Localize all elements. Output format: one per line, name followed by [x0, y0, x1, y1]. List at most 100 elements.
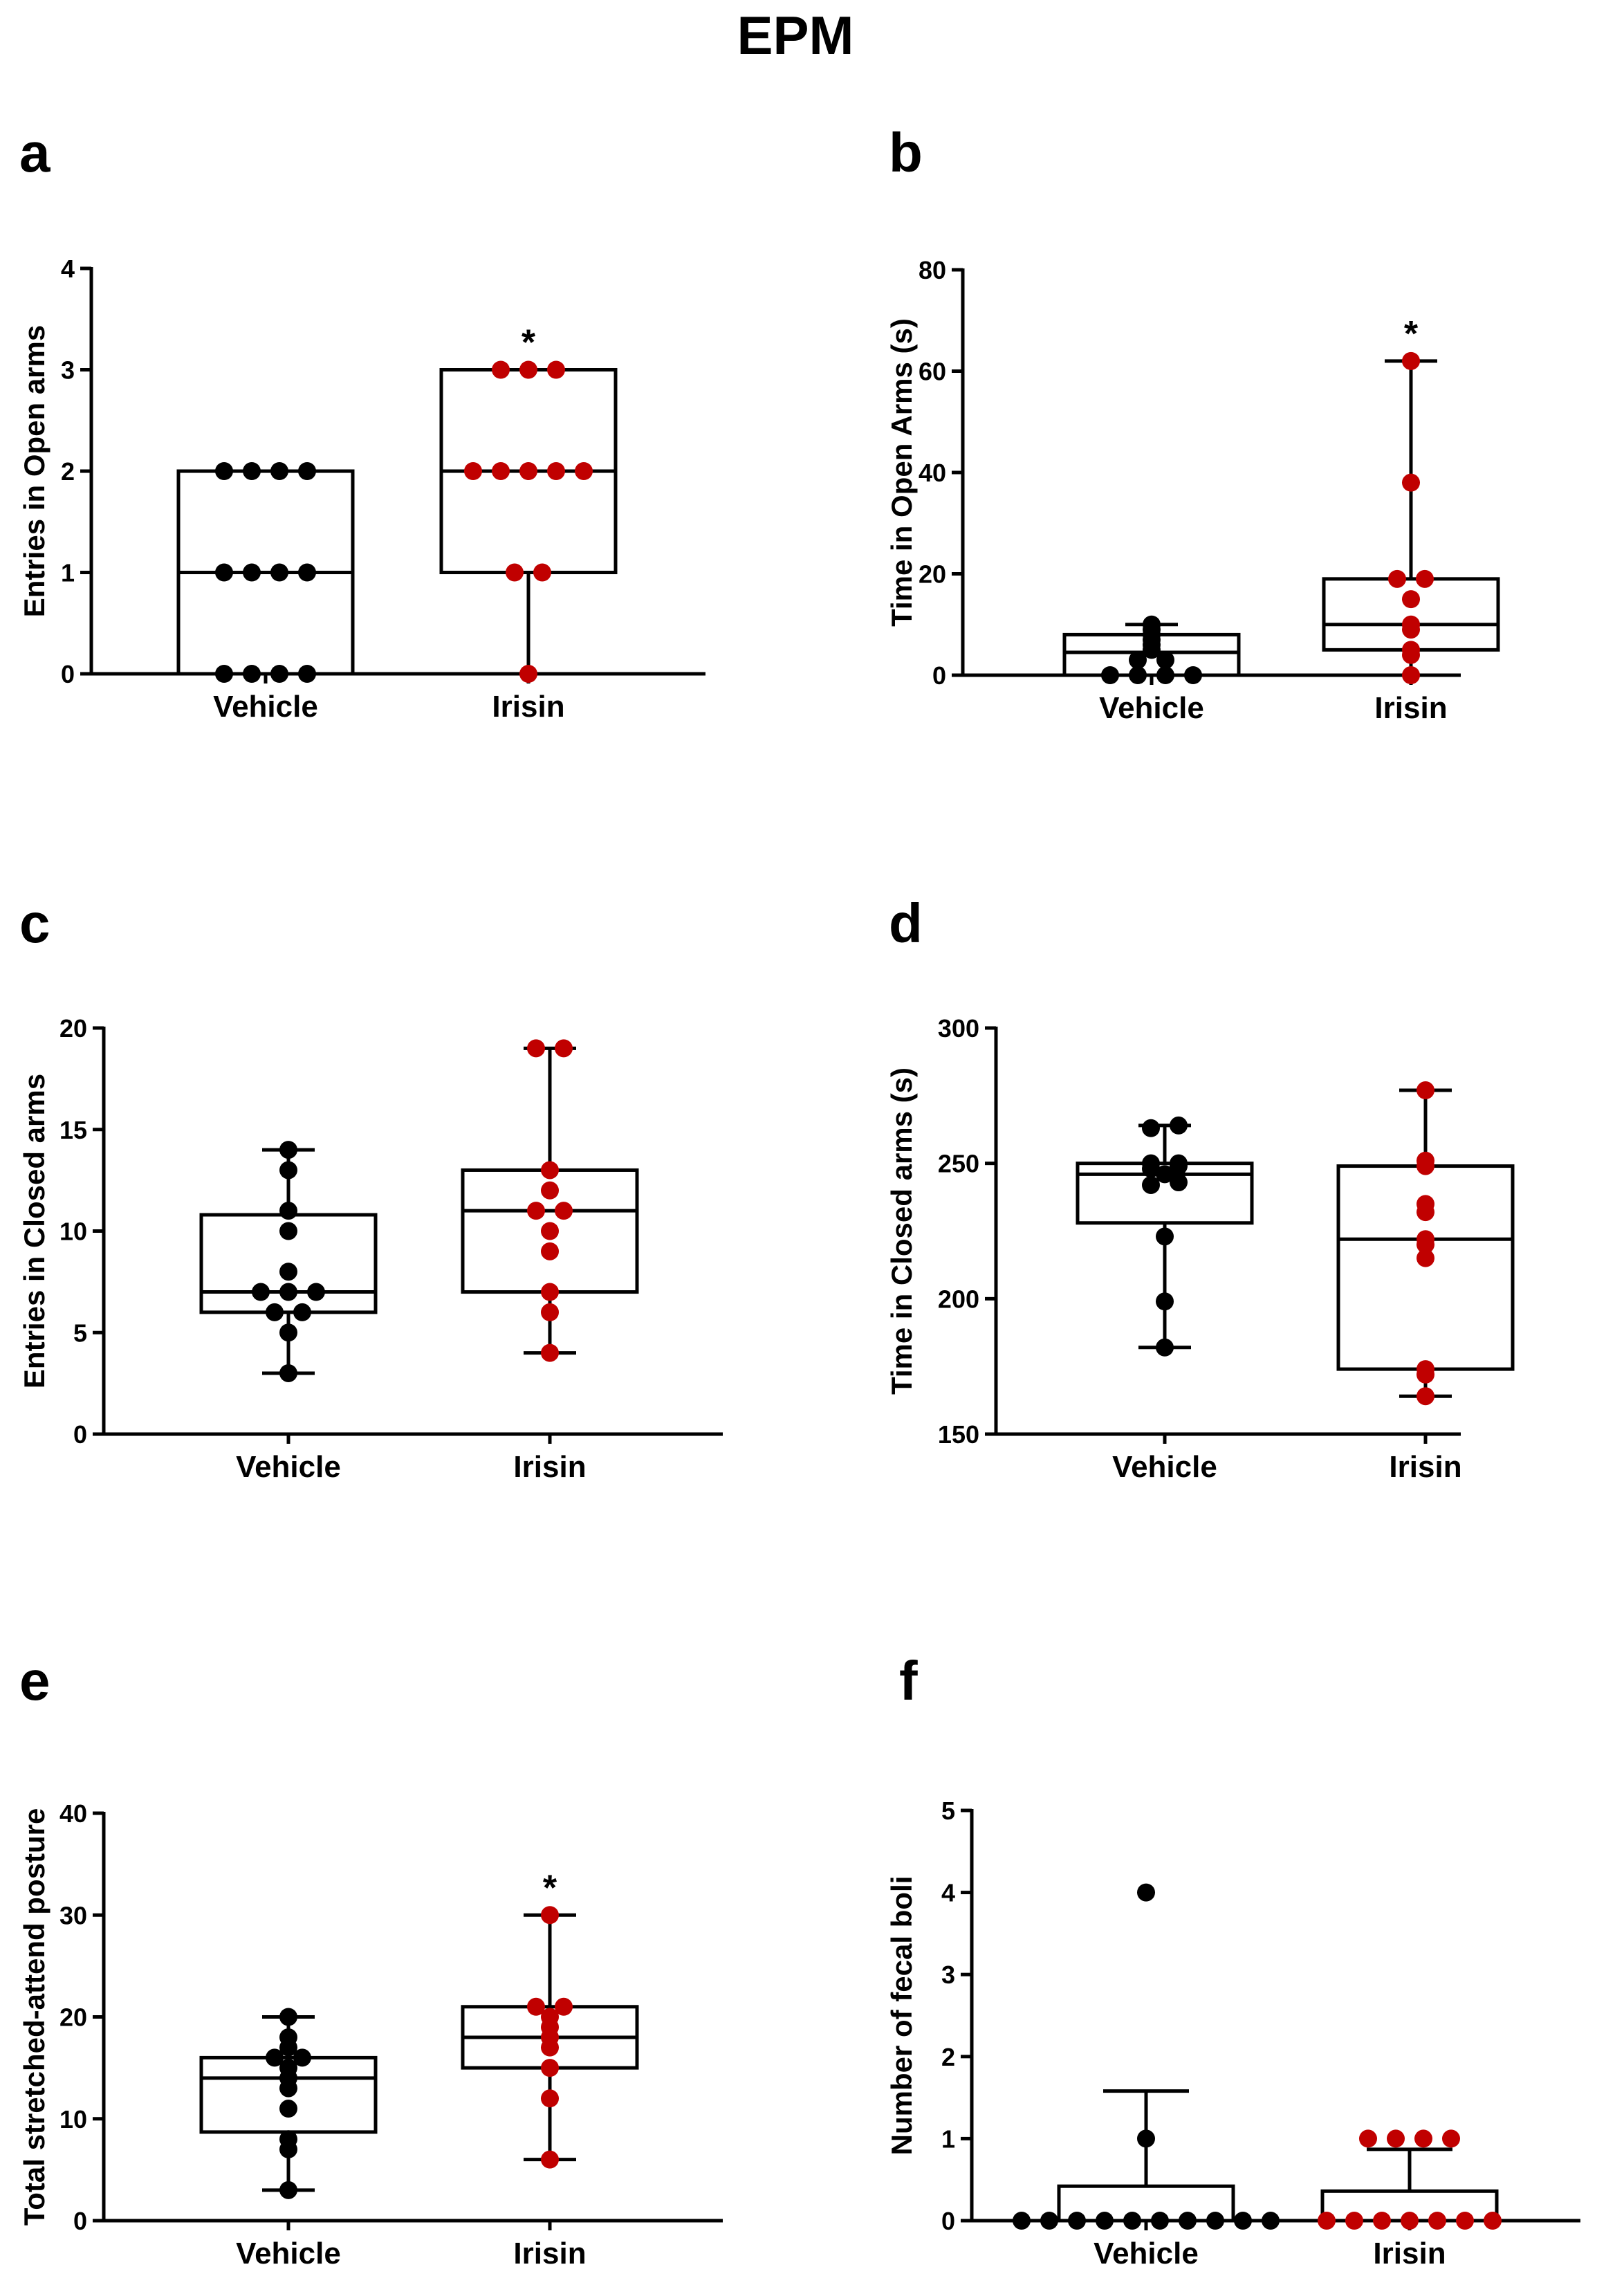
- y-tick-label: 10: [59, 2105, 87, 2133]
- data-point: [1401, 2212, 1419, 2230]
- data-point: [527, 1039, 545, 1058]
- data-point: [1170, 1154, 1188, 1173]
- data-point: [1402, 590, 1420, 609]
- data-point: [527, 1997, 545, 2016]
- series-vehicle: [176, 462, 355, 683]
- data-point: [266, 1303, 284, 1321]
- data-point: [1359, 2129, 1377, 2148]
- y-axis-title: Time in Closed arms (s): [885, 1067, 918, 1395]
- data-point: [547, 462, 565, 480]
- data-point: [519, 360, 537, 379]
- data-point: [1417, 1360, 1434, 1379]
- data-point: [1417, 1249, 1434, 1267]
- category-label-vehicle: Vehicle: [1099, 691, 1204, 725]
- data-point: [1101, 666, 1119, 684]
- category-label-irisin: Irisin: [492, 690, 564, 724]
- data-point: [1417, 1195, 1434, 1213]
- data-point: [492, 462, 510, 480]
- y-tick-label: 10: [59, 1218, 87, 1246]
- y-tick-label: 4: [61, 255, 75, 283]
- y-tick-label: 150: [938, 1420, 979, 1449]
- y-axis-title: Entries in Open arms: [18, 325, 50, 617]
- y-tick-label: 40: [919, 459, 946, 487]
- series-vehicle: [1076, 1116, 1254, 1357]
- data-point: [279, 1323, 297, 1342]
- y-tick-label: 15: [59, 1116, 87, 1144]
- y-tick-label: 3: [61, 356, 75, 385]
- y-tick-label: 300: [938, 1014, 979, 1043]
- panel-b: b 0 20 40 60 80 Time in Open Arms (s) Vehicle Ir…: [885, 122, 1500, 725]
- data-point: [279, 1141, 297, 1159]
- data-point: [1142, 1119, 1160, 1137]
- data-point: [270, 462, 288, 480]
- y-tick-label: 2: [941, 2043, 955, 2071]
- bar: [1057, 2184, 1235, 2223]
- series-vehicle: [1062, 615, 1241, 684]
- category-label-vehicle: Vehicle: [236, 2237, 341, 2270]
- data-point: [279, 2008, 297, 2026]
- data-point: [555, 1997, 573, 2016]
- data-point: [1456, 2212, 1474, 2230]
- data-point: [555, 1039, 573, 1058]
- significance-mark: *: [1404, 314, 1419, 354]
- data-point: [547, 360, 565, 379]
- data-point: [1428, 2212, 1446, 2230]
- y-tick-label: 0: [73, 1420, 87, 1449]
- data-point: [541, 2059, 559, 2077]
- category-label-vehicle: Vehicle: [1112, 1450, 1217, 1484]
- data-point: [541, 1181, 559, 1200]
- data-point: [541, 1242, 559, 1260]
- data-point: [1206, 2212, 1224, 2230]
- data-point: [279, 1161, 297, 1180]
- y-tick-label: 200: [938, 1285, 979, 1313]
- data-point: [464, 462, 482, 480]
- data-point: [215, 563, 233, 582]
- data-point: [243, 563, 261, 582]
- data-point: [541, 1222, 559, 1240]
- data-point: [519, 665, 537, 683]
- y-axis-title: Time in Open Arms (s): [885, 318, 918, 627]
- data-point: [279, 1222, 297, 1240]
- data-point: [541, 1283, 559, 1301]
- data-point: [266, 2048, 284, 2067]
- data-point: [1156, 651, 1174, 670]
- series-irisin: [1322, 351, 1500, 684]
- data-point: [541, 1343, 559, 1362]
- data-point: [1156, 1292, 1174, 1311]
- data-point: [1417, 1387, 1434, 1406]
- y-tick-label: 3: [941, 1961, 955, 1989]
- panel-c: c 0 5 10 15 20 Entries in Closed arms Vehicle Ir…: [18, 892, 723, 1484]
- data-point: [541, 2089, 559, 2108]
- data-point: [1096, 2212, 1114, 2230]
- data-point: [279, 2181, 297, 2199]
- data-point: [1262, 2212, 1280, 2230]
- data-point: [1184, 666, 1202, 684]
- data-point: [252, 1283, 270, 1301]
- data-point: [533, 563, 551, 582]
- data-point: [1417, 1081, 1434, 1100]
- data-point: [1402, 641, 1420, 659]
- data-point: [1388, 569, 1406, 588]
- y-axis-title: Entries in Closed arms: [18, 1074, 50, 1388]
- y-tick-label: 0: [932, 661, 946, 690]
- data-point: [541, 1161, 559, 1180]
- significance-mark: *: [522, 323, 536, 363]
- y-tick-label: 20: [919, 560, 946, 589]
- data-point: [1137, 2129, 1155, 2148]
- box: [1322, 577, 1500, 652]
- data-point: [1402, 666, 1420, 684]
- data-point: [1123, 2212, 1141, 2230]
- category-label-vehicle: Vehicle: [236, 1450, 341, 1484]
- data-point: [1129, 666, 1147, 684]
- data-point: [298, 665, 316, 683]
- panel-a: a 0 1 2 3 4 Entries in Open arms Vehicle Irisin *: [18, 122, 705, 724]
- data-point: [1234, 2212, 1252, 2230]
- data-point: [279, 2100, 297, 2118]
- data-point: [1068, 2212, 1086, 2230]
- figure-title: EPM: [737, 5, 853, 66]
- panel-letter: d: [889, 892, 923, 954]
- data-point: [519, 462, 537, 480]
- category-label-irisin: Irisin: [1389, 1450, 1461, 1484]
- y-tick-label: 2: [61, 457, 75, 486]
- data-point: [541, 2150, 559, 2169]
